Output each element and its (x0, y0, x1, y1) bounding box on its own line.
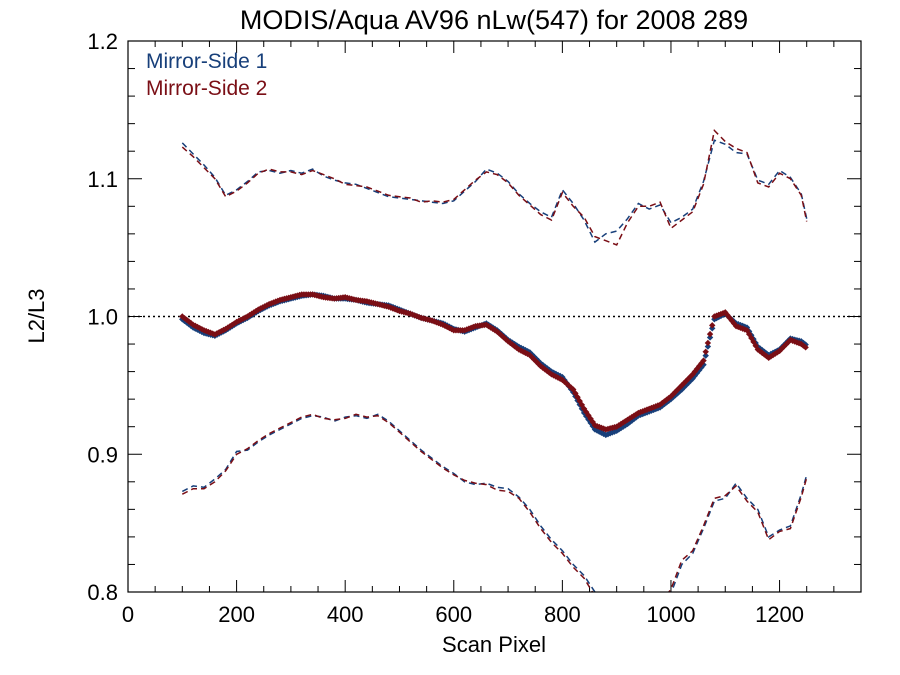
data-layer (179, 128, 809, 592)
series-2-point (546, 369, 553, 376)
series-2-point (780, 343, 788, 350)
series-2-point (667, 393, 675, 400)
x-tick-label: 800 (544, 602, 581, 627)
y-tick-label: 1.0 (87, 305, 118, 330)
series-2-point (520, 348, 527, 355)
series-2-point (785, 338, 792, 346)
series-2-point (517, 347, 525, 354)
series-2-point (587, 415, 594, 422)
series-2-point (563, 380, 570, 387)
series-2-point (691, 368, 699, 375)
series-2-point (704, 339, 712, 347)
series-2-point (511, 343, 518, 350)
series-2-point (782, 341, 790, 348)
series-2-point (752, 342, 759, 349)
series-2-point (748, 334, 755, 342)
series-2-point (659, 399, 666, 407)
series-1-lower-bound-line (181, 413, 808, 592)
series-1-upper-bound-line (181, 139, 808, 244)
series-2-point (541, 366, 549, 373)
x-tick-label: 0 (122, 602, 134, 627)
series-2-point (761, 351, 768, 358)
series-2-point (633, 411, 640, 418)
series-2-point (543, 367, 551, 375)
series-2-point (213, 330, 221, 337)
series-2-point (574, 394, 581, 401)
legend: Mirror-Side 1 Mirror-Side 2 (146, 50, 267, 100)
series-2-point (552, 373, 560, 380)
series-2-upper-bound-line (181, 128, 808, 246)
series-2-point (750, 338, 757, 346)
series-2-point (726, 314, 733, 322)
series-2-lower-bound-line (181, 413, 808, 592)
series-2-point (554, 374, 562, 381)
series-2-point (535, 360, 542, 368)
series-2-point (533, 358, 540, 365)
y-axis-label: L2/L3 (24, 288, 49, 343)
series-2-point (589, 418, 596, 426)
series-2-point (680, 379, 688, 387)
series-2-point (669, 390, 677, 398)
x-axis-label: Scan Pixel (442, 632, 546, 657)
series-1-point (591, 426, 599, 433)
series-2-point (656, 401, 664, 408)
series-1-point (704, 343, 712, 350)
series-1-point (598, 429, 605, 436)
series-2-point (802, 344, 809, 351)
x-tick-label: 1000 (646, 602, 695, 627)
y-tick-label: 1.1 (87, 167, 118, 192)
series-2-point (580, 405, 588, 412)
series-2-point (530, 356, 538, 363)
series-1-point (600, 430, 607, 438)
series-1-point (622, 422, 629, 429)
series-2-point (578, 401, 586, 409)
series-2-point (706, 330, 714, 338)
series-2-point (758, 349, 766, 357)
series-2-point (528, 354, 536, 361)
series-1-point (691, 372, 699, 379)
series-1-point (706, 334, 714, 341)
y-tick-label: 1.2 (87, 29, 118, 54)
x-tick-label: 1200 (755, 602, 804, 627)
series-2-point (661, 398, 668, 405)
series-2-point (622, 417, 629, 425)
y-tick-label: 0.9 (87, 442, 118, 467)
series-2-point (179, 313, 186, 320)
plot-frame (127, 40, 862, 593)
series-2-point (689, 371, 696, 378)
y-tick-label: 0.8 (87, 580, 118, 605)
legend-entry-mirror-side-1: Mirror-Side 1 (146, 50, 267, 73)
series-2-point (509, 341, 516, 348)
x-tick-label: 200 (218, 602, 255, 627)
chart-title: MODIS/Aqua AV96 nLw(547) for 2008 289 (240, 5, 748, 35)
series-2-point (672, 388, 679, 396)
series-2-point (724, 311, 731, 319)
series-2-point (798, 340, 805, 348)
series-2-point (624, 416, 631, 424)
tick-labels: 0 200 400 600 800 1000 1200 0.8 0.9 1.0 1.1 1.2 (87, 29, 804, 627)
series-1-point (624, 420, 631, 428)
series-2-point (565, 382, 573, 389)
series-2-point (772, 350, 779, 357)
series-2-point (678, 382, 686, 389)
series-2-point (763, 352, 770, 360)
series-2-point (626, 415, 633, 422)
series-2-point (576, 397, 583, 405)
series-2-point (709, 322, 716, 329)
series-1-point (678, 386, 686, 393)
series-2-point (700, 357, 707, 364)
legend-entry-mirror-side-2: Mirror-Side 2 (146, 77, 267, 100)
x-tick-label: 600 (435, 602, 472, 627)
series-1-point (702, 352, 709, 359)
series-2-point (187, 319, 195, 327)
series-2-point (769, 351, 777, 359)
x-tick-label: 400 (327, 602, 364, 627)
series-1-point (680, 384, 688, 391)
series-2-point (233, 318, 240, 326)
series-2-point (702, 348, 709, 355)
